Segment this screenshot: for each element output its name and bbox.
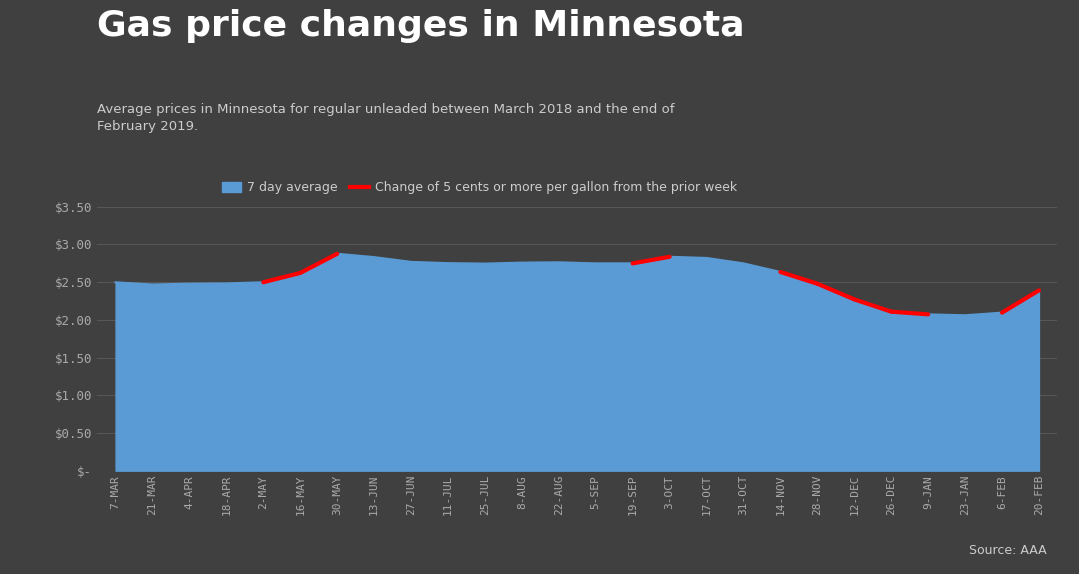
- Legend: 7 day average, Change of 5 cents or more per gallon from the prior week: 7 day average, Change of 5 cents or more…: [222, 181, 737, 195]
- Text: Average prices in Minnesota for regular unleaded between March 2018 and the end : Average prices in Minnesota for regular …: [97, 103, 674, 133]
- Text: Gas price changes in Minnesota: Gas price changes in Minnesota: [97, 9, 745, 42]
- Text: Source: AAA: Source: AAA: [969, 544, 1047, 557]
